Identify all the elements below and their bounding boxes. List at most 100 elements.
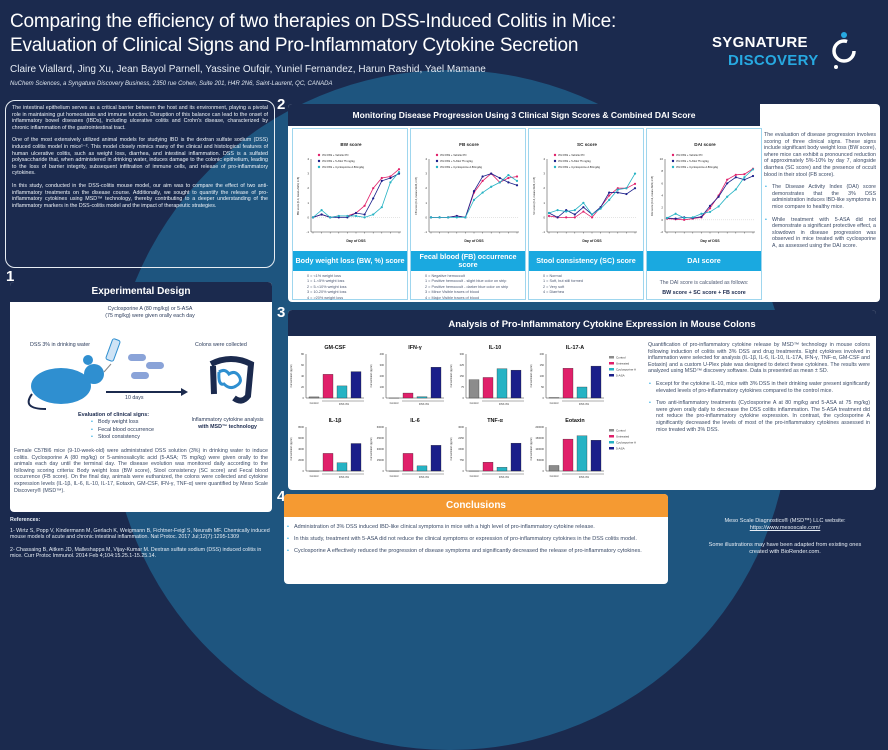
data-point [439, 216, 441, 218]
y-tick-label: 100 [380, 385, 385, 389]
data-point [574, 216, 576, 218]
legend-label: 3% DSS + Vehicle PO [676, 153, 703, 157]
x-tick-label: Control [550, 401, 559, 405]
data-point [381, 177, 383, 179]
sygnature-logo: SYGNATURE DISCOVERY [712, 28, 862, 78]
data-point [625, 187, 627, 189]
legend-swatch [609, 362, 614, 365]
bar [511, 370, 521, 398]
legend-item: 4 = >20% weight loss [307, 296, 346, 301]
bar [577, 436, 587, 471]
title-line-1: Comparing the efficiency of two therapie… [10, 10, 616, 34]
y-tick-label: 30000 [377, 447, 385, 451]
intro-paragraph: In this study, conducted in the DSS-coli… [12, 183, 268, 209]
data-point [617, 191, 619, 193]
bottle-icon [104, 338, 121, 372]
chart-title: IL-1β [329, 418, 343, 424]
arrow-icon [106, 388, 188, 396]
bar [309, 397, 319, 398]
data-point [666, 217, 668, 219]
chart-title: BW score [340, 142, 362, 147]
legend-label: 3% DSS + Vehicle PO [440, 153, 467, 157]
legend-marker [672, 166, 674, 168]
msd-link[interactable]: https://www.mesoscale.com/ [750, 525, 821, 531]
y-tick-label: 150 [540, 363, 545, 367]
section-title: Analysis of Pro-Inflammatory Cytokine Ex… [288, 310, 876, 336]
legend-label: 3% DSS + Cyclosporine A 80mg/kg [676, 165, 719, 169]
y-tick-label: 150000 [535, 436, 544, 440]
y-tick-label: 3 [307, 172, 309, 176]
data-point [548, 215, 550, 217]
data-point [516, 184, 518, 186]
legend-label: 3% DSS + Cyclosporine A 80mg/kg [558, 165, 601, 169]
data-point [591, 216, 593, 218]
series-line [549, 188, 635, 217]
logo-text-1: SYGNATURE [712, 34, 808, 51]
data-point [675, 218, 677, 220]
section-number: 3 [277, 304, 285, 321]
cytokine-text: Quantification of pro-inflammatory cytok… [648, 342, 870, 439]
legend-marker [436, 154, 438, 156]
y-tick-label: 200 [380, 374, 385, 378]
reference-item: 2- Chassaing B, Aitken JD, Malleshappa M… [10, 547, 272, 559]
y-tick-label: 0 [307, 215, 309, 219]
list-item: While treatment with 5-ASA did not demon… [764, 217, 876, 250]
y-axis-label: DAI score (0-12, mean+SEM, n=8) [650, 176, 654, 216]
legend-marker [318, 154, 320, 156]
x-tick-label: DSS 3% [499, 402, 510, 406]
data-point [608, 191, 610, 193]
legend-label: 3% DSS + Vehicle PO [558, 153, 585, 157]
y-axis-label: FB score (0-4, mean+SEM, n=8) [414, 177, 418, 215]
bar [563, 439, 573, 471]
x-axis-label: Day of DSS [346, 239, 366, 243]
logo-ring-icon [830, 30, 860, 70]
data-point [482, 175, 484, 177]
y-tick-label: 100000 [535, 447, 544, 451]
x-tick-label: Control [310, 401, 319, 405]
y-tick-label: 60 [301, 363, 304, 367]
y-tick-label: 1 [543, 201, 545, 205]
data-point [398, 168, 400, 170]
section-title: Conclusions [284, 494, 668, 517]
y-tick-label: 0 [383, 469, 385, 473]
list-item: Except for the cytokine IL-10, mice with… [648, 381, 870, 394]
data-point [700, 216, 702, 218]
y-tick-label: 750 [460, 458, 465, 462]
bar [351, 444, 361, 472]
progression-intro: The evaluation of disease progression in… [764, 132, 876, 178]
bar [337, 463, 347, 471]
x-tick-label: Control [390, 474, 399, 478]
data-point [447, 216, 449, 218]
data-point [338, 215, 340, 217]
bar [431, 367, 441, 398]
list-item: Fecal blood occurrence [90, 427, 154, 434]
data-point [430, 216, 432, 218]
bar [403, 453, 413, 471]
chart-title: GM-CSF [324, 345, 346, 351]
data-point [372, 213, 374, 215]
legend-label: 5-ASA [616, 447, 625, 451]
legend-item: 4 = Major Visible traces of blood [425, 296, 508, 301]
y-tick-label: 0 [463, 396, 465, 400]
bar [351, 372, 361, 398]
y-tick-label: 200000 [535, 425, 544, 429]
bar [577, 387, 587, 398]
series-line [313, 169, 399, 217]
chart-title: DAI score [694, 142, 716, 147]
bar [497, 467, 507, 471]
data-point [490, 186, 492, 188]
data-point [735, 188, 737, 190]
card-banner: Fecal blood (FB) occurrence score [411, 251, 525, 271]
data-point [718, 205, 720, 207]
intro-paragraph: One of the most extensively utilized ani… [12, 137, 268, 177]
data-point [389, 177, 391, 179]
y-axis-label: Concentration (pg/ml) [370, 437, 373, 460]
y-tick-label: 300 [460, 352, 465, 356]
clinical-signs-title: Evaluation of clinical signs: [78, 412, 154, 419]
